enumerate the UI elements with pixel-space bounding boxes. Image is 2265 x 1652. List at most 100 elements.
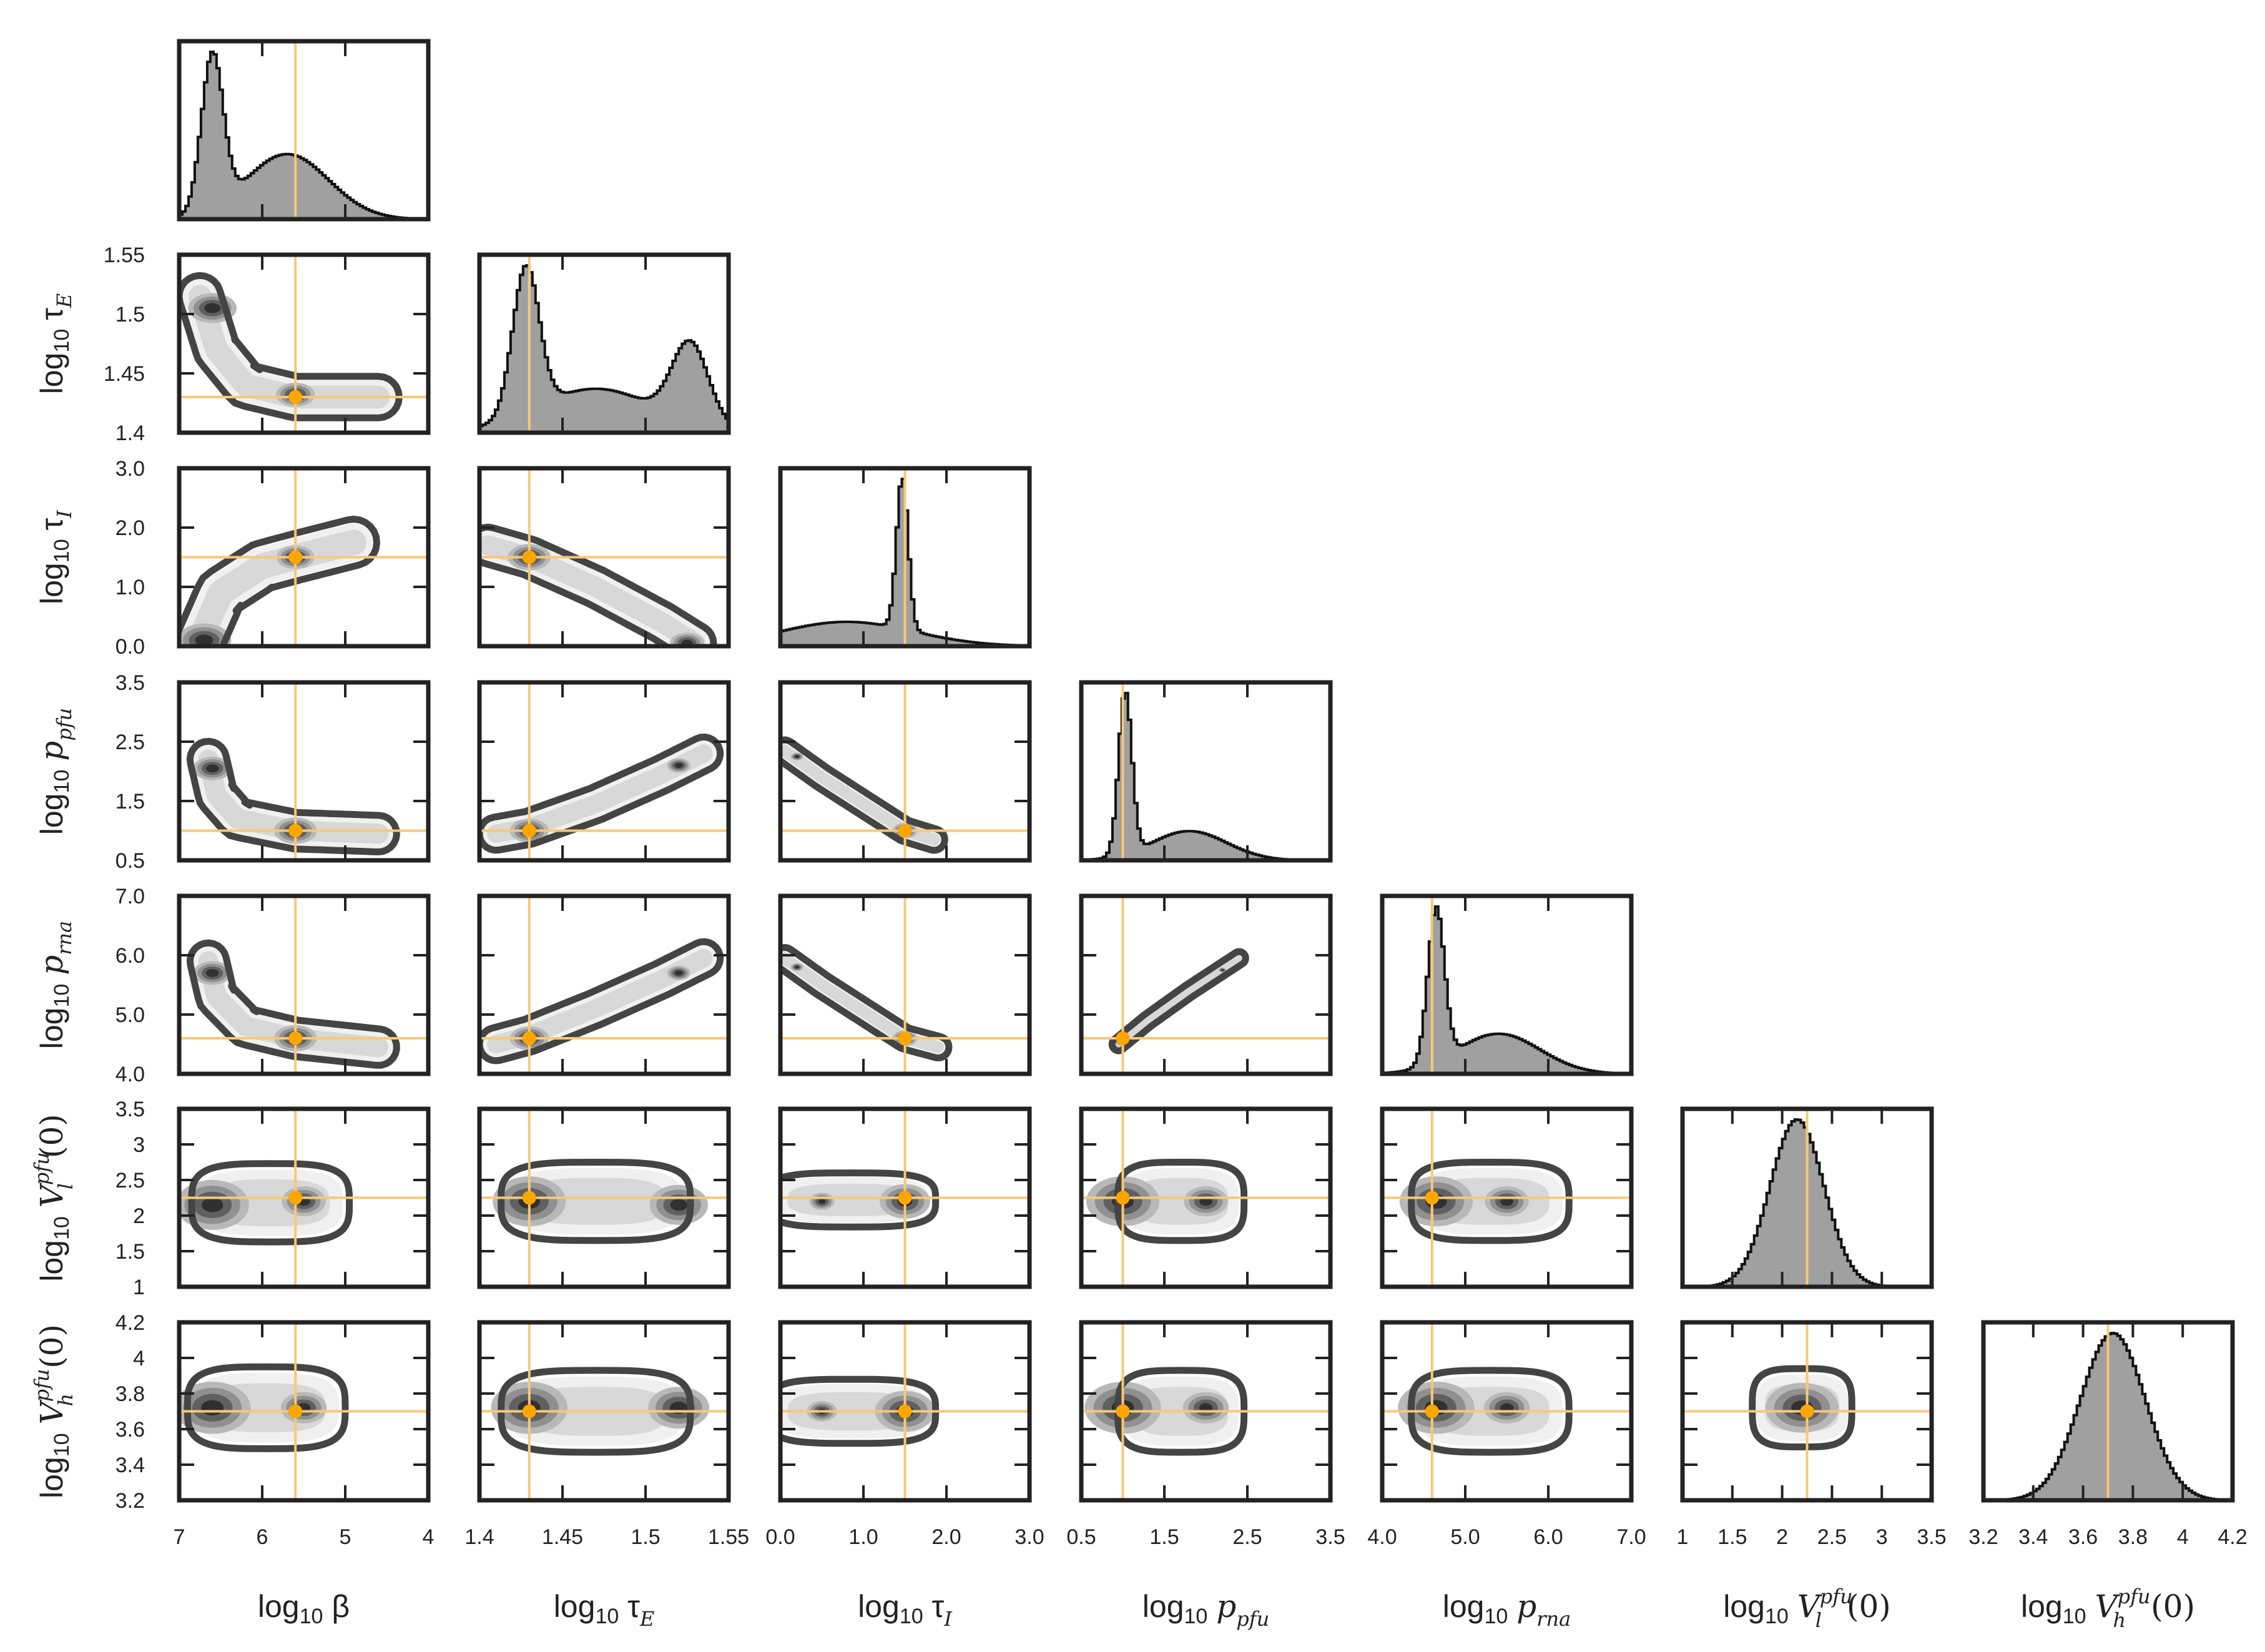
x-tick-label: 1.0: [848, 1525, 878, 1549]
truth-marker: [898, 824, 912, 838]
y-tick-label: 1.5: [115, 1240, 145, 1264]
y-axis-label-log_p_pfu: log10 ppfu: [34, 708, 76, 835]
x-tick-label: 1: [1677, 1525, 1689, 1549]
ticks: [479, 468, 729, 646]
contour-5-4: [1408, 1159, 1573, 1244]
marginal-histogram-log_beta: [179, 51, 428, 219]
contour-6-0: [184, 1363, 349, 1452]
panel-frame: [477, 893, 731, 1076]
panel-log_p_rna-vs-log_beta: [177, 893, 431, 1076]
y-tick-label: 3.5: [115, 1098, 145, 1121]
x-tick-label: 0.5: [1066, 1525, 1096, 1549]
x-axis-label-log_V_h_pfu_0: log10 Vpfu h (0): [2021, 1585, 2195, 1632]
panel-frame: [1680, 1320, 1934, 1503]
x-tick-label: 6: [257, 1525, 268, 1549]
panel-frame: [177, 680, 431, 863]
ticks: [479, 1109, 729, 1287]
ticks: [1163, 682, 1249, 860]
panel-log_tau_I-vs-log_tau_I: [778, 466, 1032, 649]
y-tick-label: 1.55: [104, 243, 145, 267]
panel-frame: [1380, 1106, 1634, 1289]
contour-5-2: [780, 1169, 940, 1231]
ticks: [479, 1322, 729, 1500]
panel-frame: [778, 466, 1032, 649]
contour-3-0: [186, 737, 400, 855]
panel-log_p_pfu-vs-log_tau_E: [477, 680, 731, 863]
truth-marker: [522, 1191, 536, 1205]
ticks: [179, 1109, 428, 1287]
y-tick-label: 2: [133, 1204, 145, 1228]
marginal-histogram-log_tau_E: [479, 264, 729, 433]
panel-frame: [177, 39, 431, 222]
panel-frame: [1380, 893, 1634, 1076]
x-tick-label: 7.0: [1616, 1525, 1646, 1549]
y-tick-label: 3.6: [115, 1418, 145, 1442]
x-tick-label: 2.5: [1232, 1525, 1262, 1549]
truth-marker: [1425, 1404, 1439, 1418]
panel-log_V_h_pfu_0-vs-log_tau_E: [477, 1320, 731, 1503]
truth-marker: [898, 1191, 912, 1205]
panel-log_V_h_pfu_0-vs-log_V_h_pfu_0: [1981, 1320, 2235, 1503]
contour-6-2: [780, 1375, 940, 1447]
panel-log_p_rna-vs-log_p_rna: [1380, 893, 1634, 1076]
panel-log_tau_E-vs-log_tau_E: [477, 252, 731, 435]
x-tick-label: 1.5: [1149, 1525, 1179, 1549]
x-tick-label: 3.2: [1968, 1525, 1998, 1549]
y-tick-label: 1.45: [104, 362, 145, 386]
ticks: [1081, 1322, 1330, 1500]
contour-5-0: [188, 1160, 353, 1246]
panel-log_V_h_pfu_0-vs-log_tau_I: [778, 1320, 1032, 1503]
y-tick-label: 4: [133, 1347, 145, 1370]
panel-log_p_rna-vs-log_tau_I: [778, 893, 1032, 1076]
panel-log_tau_E-vs-log_beta: [177, 252, 431, 435]
panel-log_p_pfu-vs-log_p_pfu: [1079, 680, 1333, 863]
panel-frame: [1079, 1320, 1333, 1503]
panel-frame: [778, 1106, 1032, 1289]
truth-marker: [288, 1404, 303, 1418]
ticks: [179, 896, 428, 1074]
panel-log_V_l_pfu_0-vs-log_tau_E: [477, 1106, 731, 1289]
truth-marker: [522, 1404, 536, 1418]
ticks: [1683, 1322, 1932, 1500]
x-tick-label: 3.6: [2068, 1525, 2098, 1549]
x-tick-label: 4.2: [2218, 1525, 2247, 1549]
ticks: [179, 468, 428, 646]
contour-6-5: [1749, 1365, 1855, 1450]
x-tick-label: 4: [2177, 1525, 2189, 1549]
contour-2-1: [479, 523, 717, 646]
x-axis-label-log_p_rna: log10 prna: [1443, 1588, 1571, 1631]
x-tick-label: 2.5: [1817, 1525, 1847, 1549]
panel-frame: [477, 1106, 731, 1289]
ticks: [1382, 1109, 1631, 1287]
y-axis-label-log_tau_E: log10 τE: [34, 293, 76, 395]
x-tick-label: 4.0: [1367, 1525, 1397, 1549]
contour-4-2: [780, 944, 953, 1061]
x-axis-label-log_p_pfu: log10 ppfu: [1142, 1588, 1269, 1631]
y-tick-label: 3.4: [115, 1453, 145, 1477]
panel-frame: [477, 466, 731, 649]
y-tick-label: 3.8: [115, 1382, 145, 1406]
ticks: [1464, 896, 1550, 1074]
ticks: [1081, 896, 1330, 1074]
panel-frame: [477, 680, 731, 863]
y-tick-label: 1: [133, 1276, 145, 1299]
truth-marker: [288, 550, 303, 564]
y-tick-label: 4.0: [115, 1063, 145, 1086]
truth-marker: [288, 824, 303, 838]
panel-frame: [1380, 1320, 1634, 1503]
contour-3-1: [479, 733, 724, 854]
panel-frame: [177, 466, 431, 649]
y-tick-label: 2.5: [115, 730, 145, 754]
x-tick-label: 1.55: [708, 1525, 749, 1549]
x-axis-label-log_beta: log10 β: [258, 1589, 350, 1628]
x-tick-label: 2.0: [931, 1525, 961, 1549]
ticks: [1081, 1109, 1330, 1287]
truth-marker: [1116, 1191, 1130, 1205]
x-axis-label-log_V_l_pfu_0: log10 Vpfu l (0): [1723, 1585, 1891, 1632]
panel-frame: [778, 893, 1032, 1076]
y-tick-label: 2.5: [115, 1169, 145, 1192]
ticks: [179, 255, 428, 433]
panel-frame: [1680, 1106, 1934, 1289]
contour-2-0: [179, 516, 380, 646]
